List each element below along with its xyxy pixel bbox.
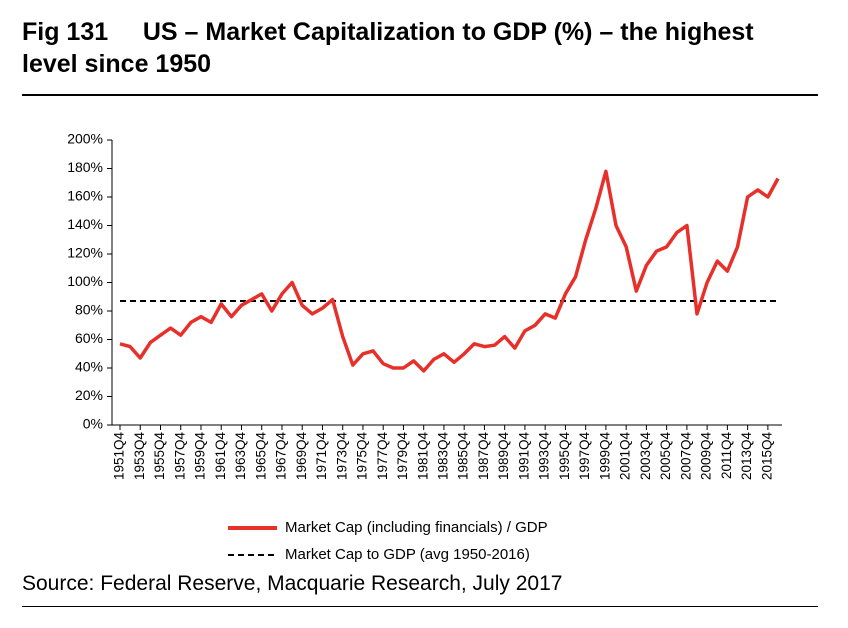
x-tick-label: 2003Q4 bbox=[638, 432, 653, 481]
x-tick-label: 1975Q4 bbox=[355, 432, 370, 481]
x-tick-label: 2015Q4 bbox=[759, 432, 774, 481]
y-tick-label: 80% bbox=[75, 302, 103, 318]
x-tick-label: 1991Q4 bbox=[516, 432, 531, 481]
y-tick-label: 180% bbox=[67, 159, 103, 175]
chart-title: Fig 131 US – Market Capitalization to GD… bbox=[22, 18, 761, 78]
x-tick-label: 1993Q4 bbox=[537, 432, 552, 481]
x-tick-label: 1961Q4 bbox=[213, 432, 228, 481]
x-tick-label: 1987Q4 bbox=[476, 432, 491, 481]
x-tick-label: 1959Q4 bbox=[193, 432, 208, 481]
x-tick-label: 2001Q4 bbox=[618, 432, 633, 481]
x-tick-label: 1973Q4 bbox=[334, 432, 349, 481]
x-tick-label: 1995Q4 bbox=[557, 432, 572, 481]
legend-label: Market Cap to GDP (avg 1950-2016) bbox=[285, 546, 530, 563]
y-tick-label: 140% bbox=[67, 216, 103, 232]
x-tick-label: 1965Q4 bbox=[253, 432, 268, 481]
y-tick-label: 200% bbox=[67, 131, 103, 147]
y-tick-label: 100% bbox=[67, 273, 103, 289]
y-tick-label: 120% bbox=[67, 245, 103, 261]
x-tick-label: 1981Q4 bbox=[415, 432, 430, 481]
x-tick-label: 1951Q4 bbox=[112, 432, 127, 481]
x-tick-label: 1971Q4 bbox=[314, 432, 329, 481]
x-tick-label: 1999Q4 bbox=[597, 432, 612, 481]
y-tick-label: 0% bbox=[83, 416, 103, 432]
y-tick-label: 40% bbox=[75, 359, 103, 375]
y-tick-label: 160% bbox=[67, 188, 103, 204]
x-tick-label: 1953Q4 bbox=[132, 432, 147, 481]
x-tick-label: 1985Q4 bbox=[456, 432, 471, 481]
x-tick-label: 1997Q4 bbox=[577, 432, 592, 481]
rule bbox=[22, 606, 818, 607]
y-tick-label: 20% bbox=[75, 387, 103, 403]
y-tick-label: 60% bbox=[75, 330, 103, 346]
x-tick-label: 1967Q4 bbox=[274, 432, 289, 481]
x-tick-label: 1989Q4 bbox=[496, 432, 511, 481]
rule bbox=[22, 94, 818, 96]
x-tick-label: 1963Q4 bbox=[233, 432, 248, 481]
series-line bbox=[119, 169, 780, 373]
x-tick-label: 2007Q4 bbox=[678, 432, 693, 481]
x-tick-label: 1955Q4 bbox=[152, 432, 167, 481]
x-tick-label: 1977Q4 bbox=[375, 432, 390, 481]
legend-label: Market Cap (including financials) / GDP bbox=[285, 519, 548, 536]
x-tick-label: 1979Q4 bbox=[395, 432, 410, 481]
source: Source: Federal Reserve, Macquarie Resea… bbox=[22, 572, 563, 595]
x-tick-label: 2011Q4 bbox=[719, 432, 734, 480]
x-tick-label: 1957Q4 bbox=[172, 432, 187, 481]
x-tick-label: 2013Q4 bbox=[739, 432, 754, 481]
x-tick-label: 1983Q4 bbox=[436, 432, 451, 481]
x-tick-label: 2005Q4 bbox=[658, 432, 673, 481]
x-tick-label: 2009Q4 bbox=[699, 432, 714, 481]
x-tick-label: 1969Q4 bbox=[294, 432, 309, 481]
